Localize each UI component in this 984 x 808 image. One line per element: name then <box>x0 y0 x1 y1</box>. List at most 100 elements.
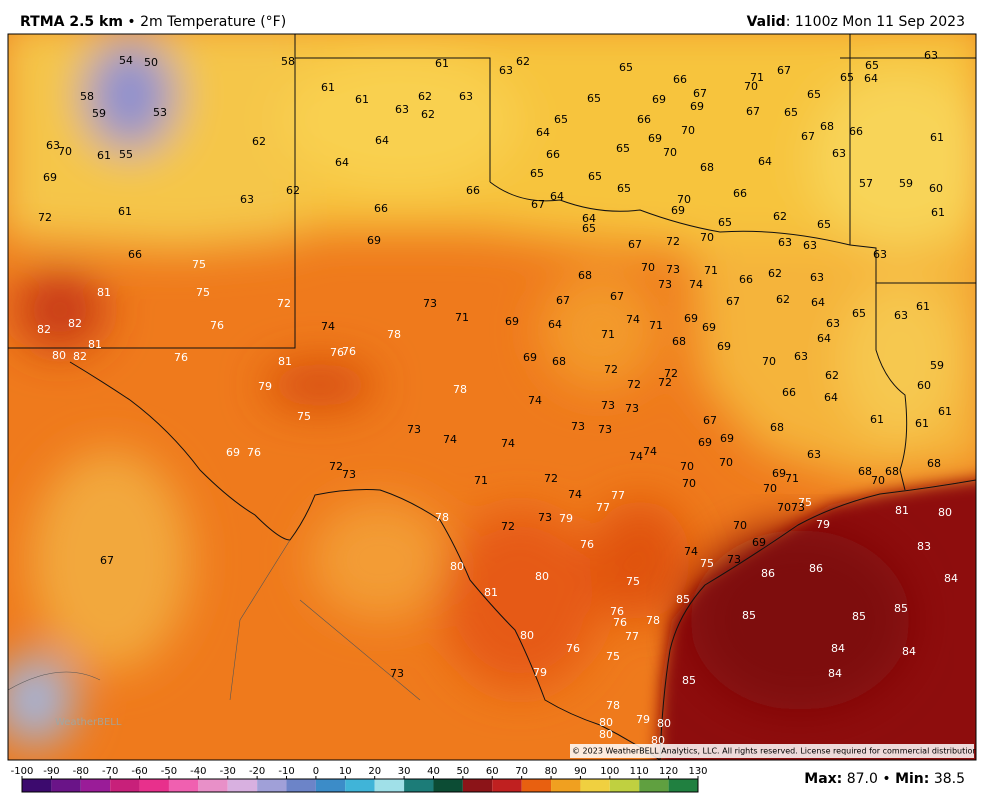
max-value: 87.0 <box>847 771 878 787</box>
station-value: 65 <box>582 222 596 235</box>
station-value: 70 <box>733 519 747 532</box>
station-value: 67 <box>610 290 624 303</box>
station-value: 72 <box>666 235 680 248</box>
station-value: 64 <box>758 155 772 168</box>
station-value: 66 <box>733 187 747 200</box>
station-value: 69 <box>367 234 381 247</box>
station-value: 61 <box>118 205 132 218</box>
station-value: 78 <box>646 614 660 627</box>
station-value: 61 <box>916 300 930 313</box>
colorbar-tick-label: -80 <box>73 766 89 777</box>
station-value: 76 <box>247 446 261 459</box>
station-value: 62 <box>252 135 266 148</box>
station-value: 68 <box>672 335 686 348</box>
station-value: 85 <box>852 610 866 623</box>
station-value: 67 <box>628 238 642 251</box>
station-value: 85 <box>676 593 690 606</box>
station-value: 76 <box>610 605 624 618</box>
station-value: 78 <box>606 699 620 712</box>
station-value: 70 <box>682 477 696 490</box>
header-model: RTMA 2.5 km • 2m Temperature (°F) <box>20 14 286 30</box>
station-value: 72 <box>38 211 52 224</box>
colorbar-tick-label: 40 <box>427 766 440 777</box>
station-value: 63 <box>810 271 824 284</box>
station-value: 74 <box>501 437 515 450</box>
colorbar-tick-label: 120 <box>659 766 678 777</box>
copyright-box <box>570 744 974 758</box>
station-value: 65 <box>865 59 879 72</box>
station-value: 70 <box>762 355 776 368</box>
station-value: 63 <box>778 236 792 249</box>
station-value: 64 <box>811 296 825 309</box>
station-value: 60 <box>917 379 931 392</box>
station-value: 76 <box>566 642 580 655</box>
colorbar-segment <box>139 779 169 792</box>
station-value: 69 <box>648 132 662 145</box>
station-value: 72 <box>627 378 641 391</box>
colorbar-segment <box>315 779 346 792</box>
station-value: 76 <box>580 538 594 551</box>
colorbar-segment <box>227 779 258 792</box>
station-value: 67 <box>100 554 114 567</box>
footer-stats: Max: 87.0 • Min: 38.5 <box>804 771 965 787</box>
station-value: 73 <box>791 501 805 514</box>
station-value: 69 <box>772 467 786 480</box>
station-value: 74 <box>643 445 657 458</box>
station-value: 74 <box>626 313 640 326</box>
station-value: 70 <box>700 231 714 244</box>
station-value: 69 <box>226 446 240 459</box>
station-value: 68 <box>700 161 714 174</box>
station-value: 75 <box>626 575 640 588</box>
station-value: 61 <box>97 149 111 162</box>
colorbar-tick-label: -40 <box>190 766 206 777</box>
station-value: 81 <box>88 338 102 351</box>
station-value: 65 <box>588 170 602 183</box>
station-value: 86 <box>761 567 775 580</box>
station-value: 62 <box>418 90 432 103</box>
station-value: 63 <box>832 147 846 160</box>
station-value: 65 <box>587 92 601 105</box>
station-value: 72 <box>658 376 672 389</box>
state-border <box>295 57 908 491</box>
station-value: 54 <box>119 54 133 67</box>
station-value: 63 <box>803 239 817 252</box>
station-value: 69 <box>717 340 731 353</box>
station-value: 65 <box>530 167 544 180</box>
station-value: 72 <box>664 367 678 380</box>
station-value: 62 <box>776 293 790 306</box>
station-value: 50 <box>144 56 158 69</box>
station-value: 70 <box>677 193 691 206</box>
station-value: 75 <box>196 286 210 299</box>
colorbar-tick-label: 0 <box>313 766 319 777</box>
station-value: 74 <box>629 450 643 463</box>
temperature-field <box>8 34 976 745</box>
station-value: 79 <box>636 713 650 726</box>
station-value: 76 <box>342 345 356 358</box>
station-value: 83 <box>917 540 931 553</box>
station-value: 69 <box>652 93 666 106</box>
station-value: 80 <box>520 629 534 642</box>
colorbar-tick-label: -90 <box>43 766 59 777</box>
colorbar-segment <box>521 779 552 792</box>
station-value: 73 <box>598 423 612 436</box>
station-value: 77 <box>625 630 639 643</box>
logo: WeatherBELL <box>55 717 122 728</box>
station-value: 65 <box>619 61 633 74</box>
station-value: 82 <box>68 317 82 330</box>
colorbar-tick-label: 110 <box>630 766 649 777</box>
colorbar-segment <box>110 779 140 792</box>
station-value: 78 <box>387 328 401 341</box>
station-value: 71 <box>474 474 488 487</box>
station-value: 70 <box>681 124 695 137</box>
station-value: 74 <box>528 394 542 407</box>
station-value: 68 <box>770 421 784 434</box>
station-value: 69 <box>698 436 712 449</box>
station-value: 81 <box>278 355 292 368</box>
station-value: 57 <box>859 177 873 190</box>
station-value: 84 <box>944 572 958 585</box>
station-value: 73 <box>407 423 421 436</box>
station-value: 69 <box>671 204 685 217</box>
station-value: 84 <box>902 645 916 658</box>
station-value: 65 <box>840 71 854 84</box>
